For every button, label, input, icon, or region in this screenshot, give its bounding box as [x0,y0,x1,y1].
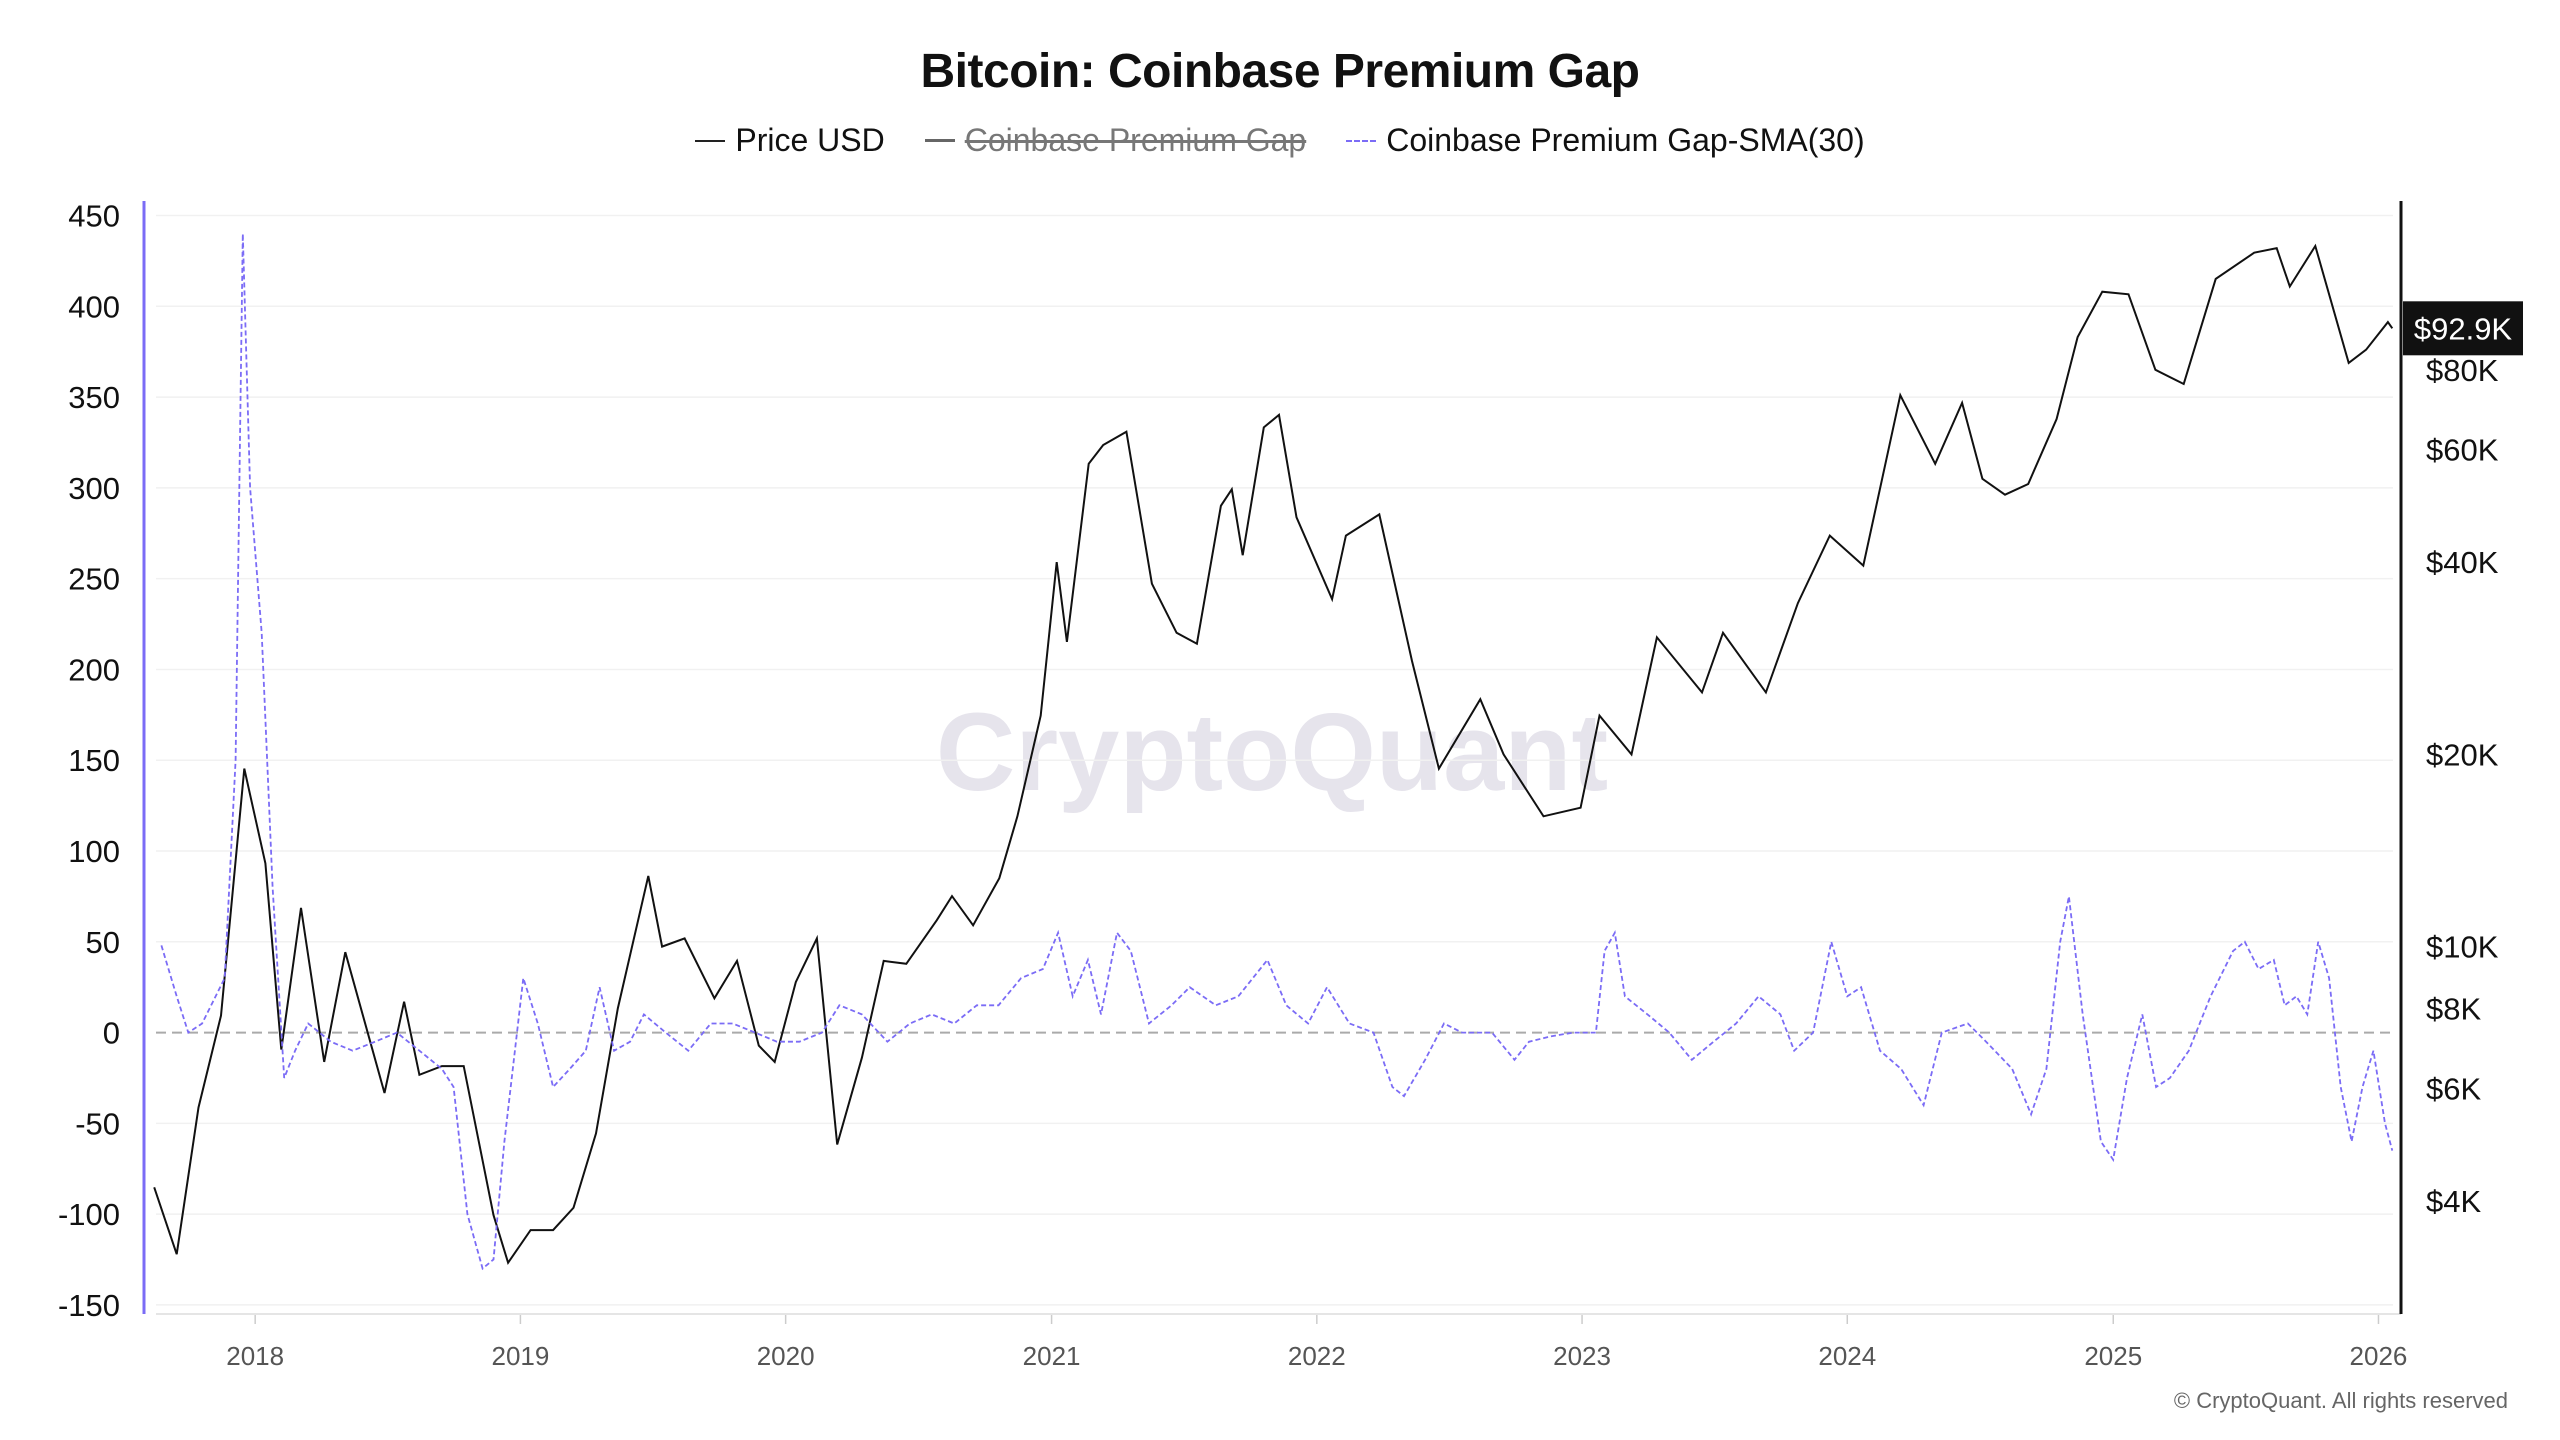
legend-item-sma[interactable]: Coinbase Premium Gap-SMA(30) [1346,122,1865,159]
legend-label: Price USD [735,122,885,158]
y-right-tick-label: $80K [2426,353,2499,388]
y-left-tick-label: -100 [58,1197,120,1232]
price-usd-line [153,243,2394,1265]
x-tick-label: 2018 [226,1341,284,1371]
y-right-tick-label: $6K [2426,1071,2481,1106]
y-left-tick-label: 300 [68,471,120,506]
y-left-tick-label: 0 [103,1016,120,1051]
watermark: CryptoQuant [936,691,1608,814]
y-left-tick-label: 450 [68,199,120,234]
x-tick-label: 2019 [491,1341,549,1371]
premium-gap-sma-line [160,233,2394,1271]
legend-swatch [1346,139,1377,142]
y-left-tick-label: 250 [68,562,120,597]
y-left-tick-label: -150 [58,1288,120,1323]
legend-label: Coinbase Premium Gap-SMA(30) [1386,122,1865,158]
y-left-tick-label: 200 [68,652,120,687]
y-right-tick-label: $10K [2426,930,2499,965]
y-left-tick-label: 350 [68,380,120,415]
y-left-tick-label: -50 [75,1106,120,1141]
y-right-tick-label: $40K [2426,545,2499,580]
legend-item-price[interactable]: Price USD [695,122,885,159]
x-tick-label: 2026 [2350,1341,2408,1371]
y-right-tick-label: $4K [2426,1184,2481,1219]
legend-swatch [695,139,726,142]
y-left-tick-label: 50 [86,925,120,960]
x-tick-label: 2021 [1023,1341,1081,1371]
legend: Price USD Coinbase Premium Gap Coinbase … [0,122,2560,159]
x-tick-label: 2022 [1288,1341,1346,1371]
y-left-tick-label: 100 [68,834,120,869]
y-left-tick-label: 400 [68,289,120,324]
x-tick-label: 2024 [1818,1341,1876,1371]
current-price-badge [2403,301,2523,356]
legend-label: Coinbase Premium Gap [964,122,1307,158]
chart-title: Bitcoin: Coinbase Premium Gap [920,45,1640,98]
x-tick-label: 2020 [757,1341,815,1371]
y-left-tick-label: 150 [68,743,120,778]
copyright-footer: © CryptoQuant. All rights reserved [2173,1388,2508,1413]
legend-swatch [924,139,955,142]
y-right-tick-label: $8K [2426,992,2481,1027]
x-tick-label: 2025 [2084,1341,2142,1371]
legend-item-premium-gap[interactable]: Coinbase Premium Gap [924,122,1307,159]
y-right-tick-label: $20K [2426,737,2499,772]
current-price-label: $92.9K [2414,311,2513,346]
x-tick-label: 2023 [1553,1341,1611,1371]
y-right-tick-label: $60K [2426,433,2499,468]
